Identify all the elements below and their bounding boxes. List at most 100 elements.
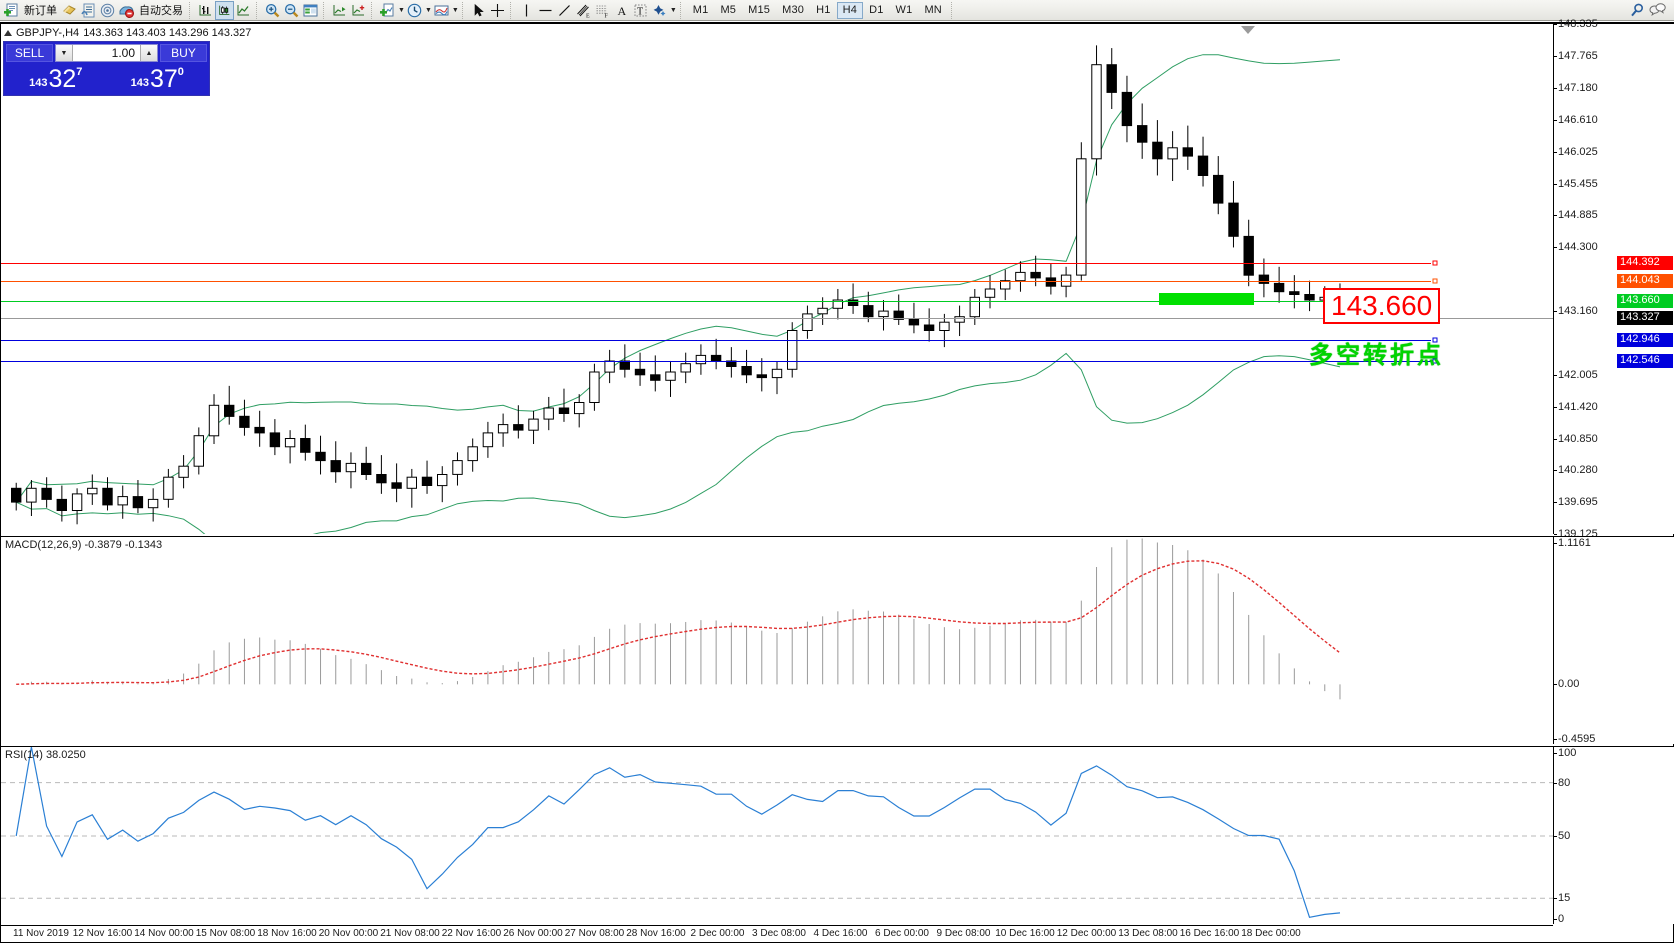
toolbar-separator bbox=[461, 1, 466, 19]
macd-pane[interactable]: MACD(12,26,9) -0.3879 -0.1343 1.1161 0.00… bbox=[1, 536, 1674, 745]
text-box-icon[interactable]: T bbox=[631, 1, 650, 20]
time-axis-tick: 13 Dec 08:00 bbox=[1118, 928, 1178, 939]
timeframe-m5[interactable]: M5 bbox=[714, 2, 742, 19]
time-axis-tick: 28 Nov 16:00 bbox=[626, 928, 686, 939]
templates-icon[interactable] bbox=[432, 1, 451, 20]
rsi-axis[interactable]: 100 80 50 15 0 bbox=[1553, 747, 1674, 925]
chevron-down-icon[interactable]: ▼ bbox=[451, 6, 459, 14]
horizontal-line-icon[interactable] bbox=[536, 1, 555, 20]
timeframe-label: H1 bbox=[816, 4, 831, 16]
time-axis-tick: 22 Nov 16:00 bbox=[441, 928, 502, 939]
chat-icon[interactable] bbox=[1647, 1, 1668, 20]
toolbar-separator bbox=[509, 1, 514, 19]
cursor-icon[interactable] bbox=[469, 1, 488, 20]
new-order-button[interactable]: 新订单 bbox=[21, 1, 60, 20]
macd-plot bbox=[16, 538, 1341, 700]
price-level-line[interactable] bbox=[1, 263, 1431, 264]
volume-increment-icon[interactable]: ▲ bbox=[140, 45, 157, 61]
sell-button[interactable]: SELL bbox=[6, 44, 53, 62]
price-axis-tick: 139.695 bbox=[1554, 496, 1598, 509]
fibonacci-icon[interactable]: F bbox=[593, 1, 612, 20]
rsi-axis-tick: 80 bbox=[1553, 776, 1571, 789]
buy-price-pip: 0 bbox=[177, 66, 184, 78]
bar-chart-icon[interactable] bbox=[196, 1, 215, 20]
main-toolbar: 新订单 bbox=[0, 0, 1674, 21]
one-click-trading-panel[interactable]: SELL ▼ 1.00 ▲ BUY 143 32 7 143 bbox=[3, 41, 210, 96]
collapse-triangle-icon[interactable] bbox=[4, 30, 12, 36]
line-chart-icon[interactable] bbox=[234, 1, 253, 20]
price-axis-tick: 140.280 bbox=[1554, 464, 1598, 476]
chart-shift-marker-icon[interactable] bbox=[1241, 26, 1255, 34]
period-icon[interactable] bbox=[405, 1, 424, 20]
price-axis-tick: 143.160 bbox=[1554, 304, 1598, 317]
volume-stepper[interactable]: ▼ 1.00 ▲ bbox=[55, 44, 158, 62]
timeframe-m1[interactable]: M1 bbox=[687, 2, 715, 19]
time-axis-tick: 10 Dec 16:00 bbox=[995, 928, 1055, 939]
buy-button[interactable]: BUY bbox=[160, 44, 207, 62]
price-level-line[interactable] bbox=[1, 318, 1553, 319]
trendline-icon[interactable] bbox=[555, 1, 574, 20]
chevron-down-icon[interactable]: ▼ bbox=[398, 6, 405, 14]
price-pane[interactable]: 148.335 147.765 147.180 146.610 146.025 145.4… bbox=[1, 18, 1674, 540]
oct-controls-row: SELL ▼ 1.00 ▲ BUY bbox=[4, 42, 209, 64]
volume-decrement-icon[interactable]: ▼ bbox=[56, 45, 73, 61]
text-label-icon[interactable]: A bbox=[612, 1, 631, 20]
price-level-line[interactable] bbox=[1, 281, 1431, 282]
highlight-block bbox=[1159, 293, 1254, 305]
price-level-handle[interactable] bbox=[1432, 260, 1438, 266]
shapes-icon[interactable] bbox=[650, 1, 669, 20]
volume-value[interactable]: 1.00 bbox=[73, 45, 140, 61]
chinese-annotation: 多空转折点 bbox=[1309, 342, 1444, 369]
chevron-down-icon[interactable]: ▼ bbox=[424, 6, 432, 14]
price-level-line[interactable] bbox=[1, 340, 1431, 341]
expert-advisors-icon[interactable] bbox=[60, 1, 79, 20]
zoom-out-icon[interactable] bbox=[282, 1, 301, 20]
chart-autoscroll-icon[interactable] bbox=[349, 1, 368, 20]
timeframe-h4[interactable]: H4 bbox=[836, 1, 864, 19]
candlestick-chart-icon[interactable] bbox=[215, 0, 234, 20]
buy-price[interactable]: 143 37 0 bbox=[107, 64, 207, 93]
time-axis[interactable]: 11 Nov 2019 12 Nov 16:00 14 Nov 00:00 15 No… bbox=[1, 925, 1553, 942]
price-axis-tick: 142.005 bbox=[1554, 368, 1598, 381]
sell-price[interactable]: 143 32 7 bbox=[6, 64, 106, 93]
new-order-icon[interactable] bbox=[2, 1, 21, 20]
charts-tile-icon[interactable] bbox=[301, 1, 320, 20]
zoom-in-icon[interactable] bbox=[263, 1, 282, 20]
chart-shift-icon[interactable] bbox=[330, 1, 349, 20]
timeframe-mn[interactable]: MN bbox=[918, 2, 948, 19]
autotrading-icon[interactable] bbox=[117, 1, 136, 20]
buy-price-prefix: 143 bbox=[130, 77, 149, 89]
vertical-line-icon[interactable] bbox=[517, 1, 536, 20]
price-level-handle[interactable] bbox=[1432, 278, 1438, 284]
price-level-line[interactable] bbox=[1, 301, 1431, 302]
timeframe-d1[interactable]: D1 bbox=[863, 2, 889, 19]
price-level-line[interactable] bbox=[1, 361, 1431, 362]
price-level-handle[interactable] bbox=[1432, 337, 1438, 343]
symbol-ohlc: 143.363 143.403 143.296 143.327 bbox=[83, 27, 252, 39]
autotrading-button[interactable]: 自动交易 bbox=[136, 1, 186, 20]
price-level-handle[interactable] bbox=[1432, 358, 1438, 364]
new-chart-icon[interactable] bbox=[378, 1, 397, 20]
timeframe-w1[interactable]: W1 bbox=[890, 2, 919, 19]
time-axis-tick: 16 Dec 16:00 bbox=[1179, 928, 1240, 939]
equidistant-channel-icon[interactable]: E bbox=[574, 1, 593, 20]
navigator-icon[interactable] bbox=[98, 1, 117, 20]
time-axis-tick: 2 Dec 00:00 bbox=[690, 928, 745, 939]
chart-canvas[interactable]: GBPJPY-,H4 143.363 143.403 143.296 143.3… bbox=[0, 18, 1674, 943]
crosshair-icon[interactable] bbox=[488, 1, 507, 20]
timeframe-m30[interactable]: M30 bbox=[776, 2, 810, 19]
time-axis-tick: 12 Nov 16:00 bbox=[72, 928, 133, 939]
timeframe-h1[interactable]: H1 bbox=[810, 2, 836, 19]
price-level-tag: 142.546 bbox=[1617, 354, 1673, 368]
time-axis-tick: 12 Dec 00:00 bbox=[1056, 928, 1117, 939]
buy-label: BUY bbox=[171, 46, 196, 60]
macd-axis-tick: -0.4595 bbox=[1553, 733, 1596, 745]
macd-axis[interactable]: 1.1161 0.00 -0.4595 bbox=[1553, 537, 1674, 745]
svg-text:F: F bbox=[604, 13, 608, 19]
search-icon[interactable] bbox=[1628, 1, 1647, 20]
chevron-down-icon[interactable]: ▼ bbox=[669, 6, 677, 14]
data-window-icon[interactable] bbox=[79, 1, 98, 20]
rsi-pane[interactable]: RSI(14) 38.0250 100 80 50 15 0 bbox=[1, 746, 1674, 925]
timeframe-m15[interactable]: M15 bbox=[742, 2, 776, 19]
timeframe-label: M15 bbox=[748, 4, 771, 16]
